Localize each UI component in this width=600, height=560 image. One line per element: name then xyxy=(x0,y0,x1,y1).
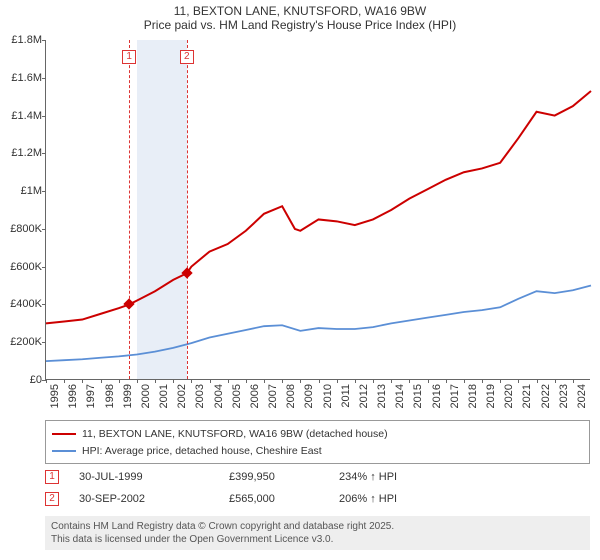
xtick-label: 1999 xyxy=(122,384,134,414)
footer-attribution: Contains HM Land Registry data © Crown c… xyxy=(45,516,590,550)
xtick-label: 2009 xyxy=(303,384,315,414)
xtick-label: 2000 xyxy=(140,384,152,414)
transaction-pct-1: 206% ↑ HPI xyxy=(339,493,449,505)
chart-svg xyxy=(46,40,590,379)
legend-label-1: HPI: Average price, detached house, Ches… xyxy=(82,445,322,457)
title-line-1: 11, BEXTON LANE, KNUTSFORD, WA16 9BW xyxy=(0,4,600,18)
legend-swatch-0 xyxy=(52,433,76,435)
ytick-label: £1.2M xyxy=(2,147,42,159)
chart-plot-area: 12 xyxy=(45,40,590,380)
xtick-label: 2024 xyxy=(576,384,588,414)
transaction-idx-1: 2 xyxy=(45,492,59,506)
xtick-label: 1998 xyxy=(104,384,116,414)
ytick-label: £800K xyxy=(2,223,42,235)
xtick-label: 2019 xyxy=(485,384,497,414)
transaction-date-1: 30-SEP-2002 xyxy=(79,493,209,505)
chart-title: 11, BEXTON LANE, KNUTSFORD, WA16 9BW Pri… xyxy=(0,0,600,34)
footer-line-2: This data is licensed under the Open Gov… xyxy=(51,533,584,546)
xtick-label: 2023 xyxy=(558,384,570,414)
transaction-date-0: 30-JUL-1999 xyxy=(79,471,209,483)
xtick-label: 2012 xyxy=(358,384,370,414)
xtick-label: 2004 xyxy=(213,384,225,414)
vline-1 xyxy=(187,40,188,379)
xtick-label: 2008 xyxy=(285,384,297,414)
transaction-idx-0: 1 xyxy=(45,470,59,484)
xtick-label: 2022 xyxy=(540,384,552,414)
ytick-label: £0 xyxy=(2,374,42,386)
ytick-label: £1M xyxy=(2,185,42,197)
xtick-label: 2005 xyxy=(231,384,243,414)
vline-marker-1: 2 xyxy=(180,50,194,64)
xtick-label: 2018 xyxy=(467,384,479,414)
xtick-label: 2020 xyxy=(503,384,515,414)
xtick-label: 2021 xyxy=(521,384,533,414)
xtick-label: 2016 xyxy=(431,384,443,414)
vline-0 xyxy=(129,40,130,379)
xtick-label: 2010 xyxy=(322,384,334,414)
ytick-label: £1.4M xyxy=(2,110,42,122)
vline-marker-0: 1 xyxy=(122,50,136,64)
footer-line-1: Contains HM Land Registry data © Crown c… xyxy=(51,520,584,533)
series-line-0 xyxy=(46,91,591,323)
ytick-label: £600K xyxy=(2,261,42,273)
xtick-label: 2017 xyxy=(449,384,461,414)
ytick-label: £1.6M xyxy=(2,72,42,84)
xtick-label: 2003 xyxy=(194,384,206,414)
xtick-label: 2014 xyxy=(394,384,406,414)
title-line-2: Price paid vs. HM Land Registry's House … xyxy=(0,18,600,32)
ytick-label: £400K xyxy=(2,298,42,310)
xtick-label: 2002 xyxy=(176,384,188,414)
transaction-price-0: £399,950 xyxy=(229,471,319,483)
xtick-label: 1995 xyxy=(49,384,61,414)
xtick-label: 2013 xyxy=(376,384,388,414)
transaction-row-1: 2 30-SEP-2002 £565,000 206% ↑ HPI xyxy=(45,488,590,510)
xtick-label: 2001 xyxy=(158,384,170,414)
ytick-label: £1.8M xyxy=(2,34,42,46)
transaction-row-0: 1 30-JUL-1999 £399,950 234% ↑ HPI xyxy=(45,466,590,488)
legend: 11, BEXTON LANE, KNUTSFORD, WA16 9BW (de… xyxy=(45,420,590,464)
transaction-price-1: £565,000 xyxy=(229,493,319,505)
xtick-label: 2011 xyxy=(340,384,352,414)
legend-label-0: 11, BEXTON LANE, KNUTSFORD, WA16 9BW (de… xyxy=(82,428,388,440)
xtick-label: 1996 xyxy=(67,384,79,414)
xtick-label: 2007 xyxy=(267,384,279,414)
xtick-label: 1997 xyxy=(85,384,97,414)
legend-swatch-1 xyxy=(52,450,76,452)
legend-item-1: HPI: Average price, detached house, Ches… xyxy=(52,442,583,459)
xtick-label: 2006 xyxy=(249,384,261,414)
transaction-pct-0: 234% ↑ HPI xyxy=(339,471,449,483)
legend-item-0: 11, BEXTON LANE, KNUTSFORD, WA16 9BW (de… xyxy=(52,425,583,442)
series-line-1 xyxy=(46,286,591,362)
ytick-label: £200K xyxy=(2,336,42,348)
transactions-table: 1 30-JUL-1999 £399,950 234% ↑ HPI 2 30-S… xyxy=(45,466,590,510)
xtick-label: 2015 xyxy=(412,384,424,414)
